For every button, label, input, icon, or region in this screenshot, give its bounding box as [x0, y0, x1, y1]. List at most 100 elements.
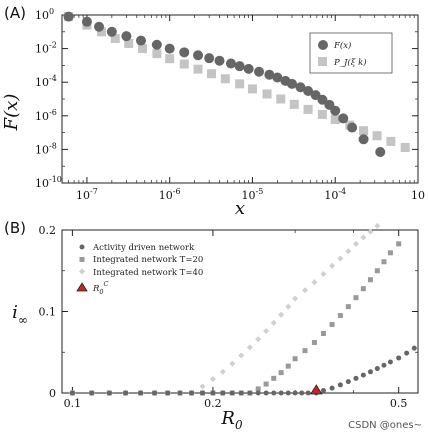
x-axis-label-b: R0: [220, 408, 243, 432]
legend-label-pj: P_J(ξ k): [333, 57, 367, 68]
legend-critical-sup: C: [104, 280, 109, 288]
activity-point: [89, 390, 95, 396]
y-tick-label-b: 0.2: [39, 224, 57, 237]
pj-point: [96, 27, 106, 37]
y-tick-label-b: 0.1: [39, 306, 57, 319]
activity-point: [367, 369, 373, 375]
activity-point: [305, 390, 311, 396]
fx-point: [375, 147, 386, 158]
activity-point: [345, 379, 351, 385]
y-axis-label-b: i∞: [12, 302, 28, 327]
series-b: [69, 222, 417, 396]
fx-point: [135, 35, 146, 46]
t20-point: [271, 375, 277, 381]
legend-marker-pj: [318, 57, 327, 66]
legend-box-a: [309, 32, 393, 74]
pj-point: [206, 69, 216, 79]
y-tick-label-a-base: 10: [35, 76, 49, 89]
x-tick-label-a-exp: -6: [173, 187, 181, 196]
t40-point: [292, 295, 299, 302]
y-tick-label-a-base: 10: [35, 9, 49, 22]
pj-point: [247, 84, 257, 94]
legend-a: F(x) P_J(ξ k): [309, 32, 393, 74]
fx-point: [358, 134, 369, 145]
panel-a: 10-7 10-6 10-5 10-4 1010010-210-410-610-810-…: [1, 7, 425, 219]
y-tick-label-a: 10-6: [35, 108, 57, 123]
y-tick-label-b: 0: [49, 387, 56, 400]
t20-point: [255, 386, 261, 392]
activity-point: [177, 390, 183, 396]
y-tick-label-a: 10-8: [35, 141, 57, 156]
legend-marker-fx: [318, 40, 328, 50]
t40-point: [360, 234, 367, 241]
x-tick-label-a: 10: [411, 189, 425, 202]
y-tick-label-a-base: 10: [35, 43, 49, 56]
pj-point: [400, 142, 410, 152]
panel-letter-a: (A): [4, 4, 26, 22]
x-tick-label-a: 10-6: [159, 187, 181, 202]
pj-point: [386, 136, 396, 146]
t40-point: [229, 360, 236, 367]
panel-letter-b: (B): [4, 219, 26, 237]
fx-point: [317, 94, 328, 105]
t20-point: [302, 348, 308, 354]
legend-marker-activity: [79, 244, 85, 250]
t40-point: [199, 383, 206, 390]
fx-point: [303, 85, 314, 96]
t40-point: [263, 328, 270, 335]
pj-point: [359, 126, 369, 136]
x-axis-label-a: x: [235, 198, 245, 219]
t40-point: [219, 368, 226, 375]
activity-point: [411, 345, 417, 351]
activity-point: [123, 390, 129, 396]
y-tick-label-a-base: 10: [35, 177, 49, 190]
legend-marker-t40: [79, 268, 85, 275]
pj-point: [124, 39, 134, 49]
legend-b: Activity driven network Integrated netwo…: [76, 243, 203, 296]
fx-point: [204, 53, 215, 64]
x-tick-label-a-base: 10: [242, 189, 256, 202]
t40-point: [209, 376, 216, 383]
legend-label-t20: Integrated network T=20: [93, 255, 203, 265]
y-tick-label-a-exp: -2: [49, 41, 57, 50]
x-tick-label-a: 10-5: [242, 187, 264, 202]
y-tick-label-a-base: 10: [35, 143, 49, 156]
activity-point: [271, 390, 277, 396]
fx-point: [330, 105, 341, 116]
fx-point: [106, 26, 117, 37]
activity-point: [285, 390, 291, 396]
legend-label-t40: Integrated network T=40: [93, 268, 203, 278]
activity-point: [247, 390, 253, 396]
t40-point: [255, 336, 262, 343]
fx-point: [243, 63, 254, 74]
y-tick-label-a-exp: -4: [49, 74, 57, 83]
t40-point: [337, 255, 344, 262]
watermark: CSDN @ones~: [348, 420, 422, 431]
y-tick-label-a-exp: -8: [49, 141, 57, 150]
x-tick-label-a-exp: -7: [90, 187, 98, 196]
activity-point: [337, 382, 343, 388]
activity-point: [238, 390, 244, 396]
t20-point: [374, 268, 380, 274]
fx-point: [254, 66, 265, 77]
axes-a: 10-7 10-6 10-5 10-4 1010010-210-410-610-810-…: [35, 7, 425, 202]
fx-point: [63, 11, 74, 22]
activity-point: [396, 355, 402, 361]
activity-point: [320, 388, 326, 394]
activity-point: [165, 390, 171, 396]
t20-point: [367, 277, 373, 283]
activity-point: [210, 390, 216, 396]
t20-point: [353, 295, 359, 301]
activity-point: [374, 366, 380, 372]
y-tick-label-a: 10-2: [35, 41, 57, 56]
pj-point: [138, 44, 148, 54]
activity-point: [138, 390, 144, 396]
t40-point: [367, 228, 374, 235]
activity-point: [353, 375, 359, 381]
t20-point: [278, 370, 284, 376]
x-tick-label-a-base: 10: [324, 189, 338, 202]
panel-b: 0.1 0.2 0.500.10.2 R0 i∞ Activity driven n…: [12, 222, 419, 432]
activity-point: [299, 390, 305, 396]
pj-point: [235, 79, 245, 89]
